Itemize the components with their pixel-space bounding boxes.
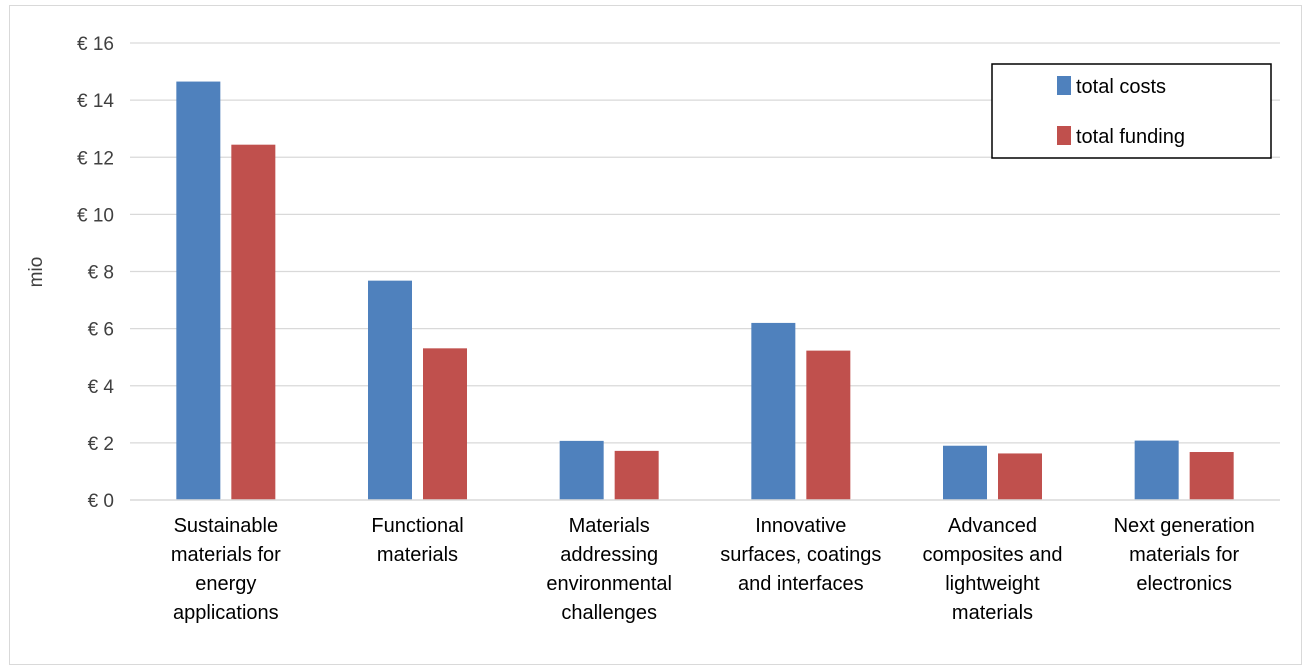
category-labels: Sustainable materials for energy applicatio… xyxy=(171,515,1255,624)
bar-total-costs xyxy=(751,322,796,500)
x-category-label: Advanced composites and lightweight materia… xyxy=(922,515,1062,624)
y-tick-label: € 16 xyxy=(77,34,114,55)
y-tick-label: € 10 xyxy=(77,205,114,226)
y-axis-ticks: € 0 € 2 € 4 € 6 € 8 € 10 € 12 € 14 € 16 xyxy=(77,34,114,512)
legend-box xyxy=(991,63,1272,159)
y-tick-label: € 0 xyxy=(88,491,114,512)
bar-total-costs xyxy=(368,280,412,500)
y-tick-label: € 2 xyxy=(88,434,114,455)
y-tick-label: € 4 xyxy=(88,377,115,398)
bar-total-costs xyxy=(559,440,604,500)
legend-swatch xyxy=(1057,76,1071,95)
bar-total-costs xyxy=(943,445,987,500)
bar-total-funding xyxy=(998,453,1042,500)
y-tick-label: € 8 xyxy=(88,263,114,284)
bar-total-funding xyxy=(423,348,467,500)
bars xyxy=(176,81,1234,500)
x-category-label: Next generation materials for electronics xyxy=(1114,515,1255,595)
x-category-label: Functional materials xyxy=(371,515,463,566)
bar-total-funding xyxy=(1189,452,1234,500)
y-tick-label: € 6 xyxy=(88,320,114,341)
bar-total-funding xyxy=(806,350,851,500)
legend-label: total costs xyxy=(1076,76,1166,98)
x-category-label: Materials addressing environmental challeng… xyxy=(546,515,672,624)
y-tick-label: € 14 xyxy=(77,91,114,112)
x-category-label: Innovative surfaces, coatings and interfac… xyxy=(720,515,881,595)
bar-total-funding xyxy=(614,450,659,500)
y-axis-label: mio xyxy=(26,257,47,288)
legend-swatch xyxy=(1057,126,1071,145)
bar-total-funding xyxy=(231,144,276,500)
bar-total-costs xyxy=(176,81,221,500)
legend: total costs total funding xyxy=(991,63,1272,159)
x-category-label: Sustainable materials for energy applicatio… xyxy=(171,515,281,624)
y-tick-label: € 12 xyxy=(77,148,114,169)
legend-label: total funding xyxy=(1076,126,1185,148)
bar-total-costs xyxy=(1134,440,1179,500)
